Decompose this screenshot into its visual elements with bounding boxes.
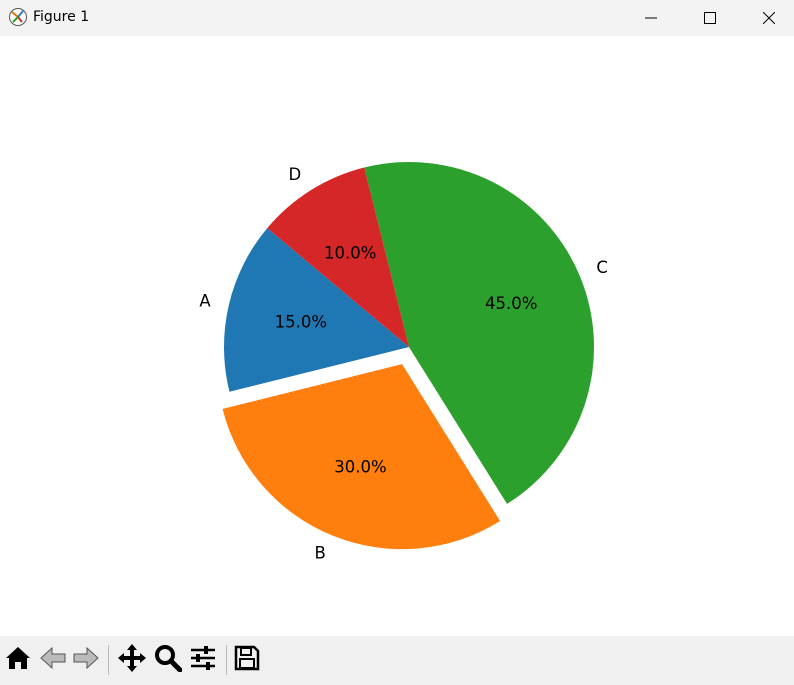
configure-subplots-icon — [189, 645, 217, 675]
pie-category-label-A: A — [199, 292, 211, 311]
pie-category-label-C: C — [596, 258, 608, 277]
zoom-button[interactable] — [152, 644, 184, 676]
toolbar-separator — [108, 645, 109, 675]
back-button[interactable] — [37, 644, 69, 676]
pie-percent-label-D: 10.0% — [324, 243, 376, 262]
toolbar-separator — [226, 645, 227, 675]
maximize-button[interactable] — [681, 0, 739, 36]
zoom-magnifier-icon — [154, 644, 183, 676]
home-button[interactable] — [2, 644, 34, 676]
forward-button[interactable] — [70, 644, 102, 676]
pie-slice-D — [267, 167, 409, 347]
pan-move-icon — [117, 643, 147, 677]
minimize-icon — [645, 9, 657, 28]
minimize-button[interactable] — [622, 0, 680, 36]
title-bar: Figure 1 — [0, 0, 794, 36]
figure-canvas[interactable]: 15.0% A 30.0% B 45.0% C 10.0% D — [0, 36, 794, 636]
save-floppy-icon — [234, 645, 260, 675]
pie-category-label-D: D — [288, 165, 301, 184]
close-button[interactable] — [740, 0, 794, 36]
maximize-icon — [704, 9, 716, 28]
pie-slice-A — [223, 228, 409, 392]
configure-subplots-button[interactable] — [187, 644, 219, 676]
save-button[interactable] — [231, 644, 263, 676]
back-arrow-icon — [39, 645, 67, 675]
pie-slice-B — [222, 364, 501, 550]
home-icon — [5, 645, 31, 675]
pan-button[interactable] — [116, 644, 148, 676]
window-title: Figure 1 — [33, 9, 90, 25]
app-figure-icon — [8, 7, 28, 27]
forward-arrow-icon — [72, 645, 100, 675]
close-icon — [762, 9, 776, 28]
pie-category-label-B: B — [315, 543, 326, 562]
pie-percent-label-B: 30.0% — [334, 458, 386, 477]
pie-percent-label-A: 15.0% — [275, 313, 327, 332]
pie-chart: 15.0% A 30.0% B 45.0% C 10.0% D — [199, 162, 608, 562]
pie-percent-label-C: 45.0% — [485, 294, 537, 313]
pie-slice-C — [364, 162, 594, 504]
navigation-toolbar — [0, 636, 794, 685]
